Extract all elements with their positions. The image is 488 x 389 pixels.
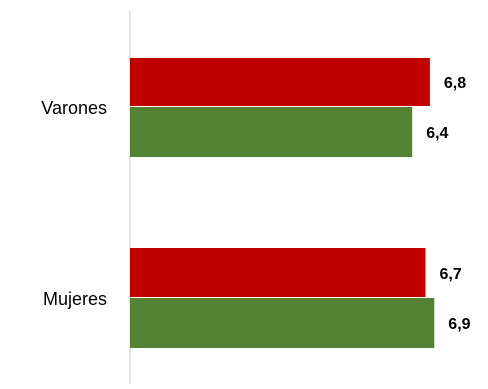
- bar-varones-series-2: [130, 107, 413, 157]
- bar-varones-series-1: [130, 58, 430, 106]
- data-label-mujeres-series-1: 6,7: [440, 266, 462, 283]
- category-label-varones: Varones: [41, 98, 107, 118]
- bar-mujeres-series-2: [130, 298, 435, 348]
- category-label-mujeres: Mujeres: [43, 289, 107, 309]
- data-label-varones-series-2: 6,4: [426, 125, 448, 142]
- data-label-mujeres-series-2: 6,9: [448, 316, 470, 333]
- bar-mujeres-series-1: [130, 248, 426, 297]
- category-group-varones: Varones 6,8 6,4: [41, 58, 466, 157]
- category-group-mujeres: Mujeres 6,7 6,9: [43, 248, 471, 348]
- data-label-varones-series-1: 6,8: [444, 75, 466, 92]
